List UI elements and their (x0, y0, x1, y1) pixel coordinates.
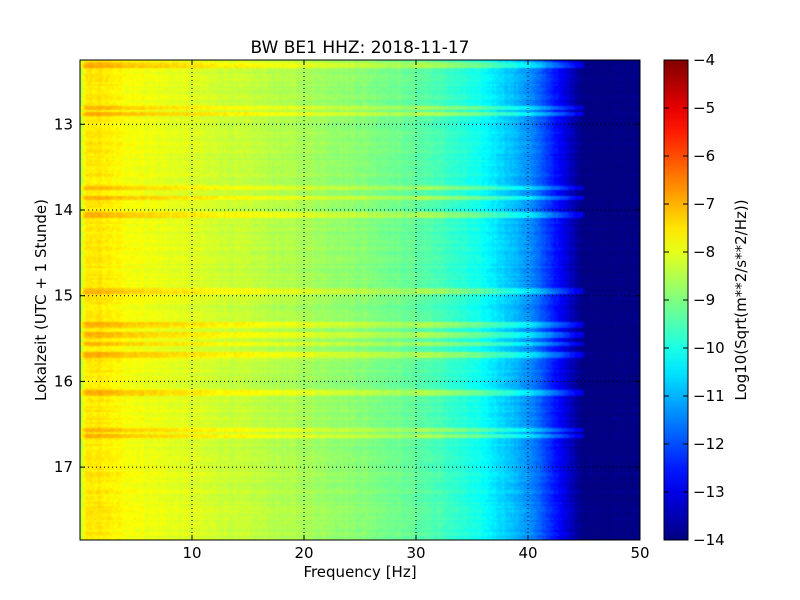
colorbar-tick-label: −12 (693, 435, 725, 453)
y-tick-label: 15 (54, 287, 73, 305)
colorbar-tick-label: −4 (693, 51, 715, 69)
x-tick-label: 10 (182, 544, 201, 562)
y-axis-label: Lokalzeit (UTC + 1 Stunde) (32, 199, 50, 401)
x-axis: 10 20 30 40 50 (182, 60, 650, 562)
y-tick-label: 14 (54, 201, 73, 219)
colorbar-tick-label: −7 (693, 195, 715, 213)
chart-title: BW BE1 HHZ: 2018-11-17 (250, 38, 469, 58)
colorbar-tick-label: −11 (693, 387, 725, 405)
colorbar-tick-label: −5 (693, 99, 715, 117)
grid-lines (80, 60, 640, 540)
x-tick-label: 30 (406, 544, 425, 562)
colorbar-tick-label: −13 (693, 483, 725, 501)
colorbar-tick-label: −14 (693, 531, 725, 549)
x-tick-label: 50 (630, 544, 649, 562)
heatmap-image (80, 60, 640, 540)
y-tick-label: 16 (54, 372, 73, 390)
colorbar-tick-label: −8 (693, 243, 715, 261)
colorbar-label: Log10(Sqrt(m**2/s**2/Hz)) (732, 199, 750, 400)
x-tick-label: 20 (294, 544, 313, 562)
heatmap-plot (80, 60, 640, 540)
x-axis-label: Frequency [Hz] (303, 563, 416, 581)
colorbar-tick-label: −9 (693, 291, 715, 309)
colorbar-axis: −4 −5 −6 −7 −8 −9 −10 −11 −12 −13 −14 (664, 51, 725, 549)
colorbar-tick-label: −10 (693, 339, 725, 357)
plot-frame (79, 59, 641, 541)
x-tick-label: 40 (518, 544, 537, 562)
y-tick-label: 17 (54, 458, 73, 476)
y-axis: 13 14 15 16 17 (54, 115, 640, 476)
y-tick-label: 13 (54, 115, 73, 133)
colorbar-tick-label: −6 (693, 147, 715, 165)
